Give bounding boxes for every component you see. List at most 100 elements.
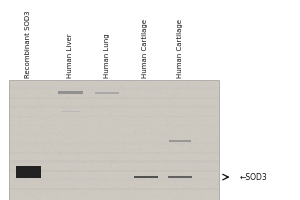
- Point: [67, 128, 72, 131]
- Point: [74, 107, 79, 110]
- Point: [104, 80, 109, 83]
- Point: [191, 142, 196, 145]
- Point: [154, 137, 158, 140]
- Point: [216, 120, 221, 123]
- Point: [104, 175, 109, 178]
- Point: [173, 114, 178, 118]
- Point: [156, 147, 161, 150]
- Point: [98, 160, 102, 163]
- Point: [128, 87, 133, 90]
- Point: [156, 155, 161, 158]
- Point: [38, 132, 42, 135]
- Point: [94, 97, 99, 100]
- Point: [134, 192, 139, 195]
- Point: [193, 91, 198, 94]
- Point: [125, 197, 130, 200]
- Point: [125, 103, 130, 106]
- Point: [43, 185, 48, 188]
- Point: [58, 112, 63, 115]
- Point: [197, 91, 202, 94]
- Point: [11, 145, 16, 148]
- Point: [55, 178, 60, 182]
- Point: [127, 104, 132, 107]
- Point: [106, 83, 111, 86]
- Point: [117, 151, 122, 154]
- Point: [173, 179, 178, 182]
- Point: [211, 134, 216, 137]
- Point: [141, 154, 146, 157]
- Point: [105, 155, 110, 158]
- Point: [107, 108, 112, 111]
- Point: [52, 122, 56, 125]
- Point: [176, 149, 181, 153]
- Point: [16, 198, 21, 200]
- Point: [157, 94, 162, 97]
- Point: [139, 148, 143, 151]
- Point: [106, 188, 111, 191]
- Point: [75, 191, 80, 195]
- Point: [124, 160, 128, 163]
- Point: [45, 133, 50, 136]
- Point: [23, 81, 28, 84]
- Point: [99, 91, 104, 94]
- Point: [19, 87, 24, 90]
- Point: [213, 101, 218, 104]
- Point: [68, 121, 73, 124]
- Point: [32, 97, 36, 101]
- Point: [82, 109, 87, 112]
- Point: [11, 160, 16, 163]
- Point: [140, 139, 144, 142]
- Point: [187, 105, 192, 108]
- Point: [200, 110, 205, 114]
- Point: [202, 150, 207, 153]
- Point: [60, 87, 65, 90]
- Point: [20, 178, 25, 182]
- Point: [194, 121, 199, 124]
- Point: [215, 147, 220, 150]
- Point: [181, 81, 186, 84]
- Point: [54, 186, 59, 190]
- Point: [141, 122, 146, 125]
- Point: [26, 192, 31, 195]
- Point: [91, 89, 96, 92]
- Point: [149, 81, 154, 84]
- Point: [103, 95, 108, 99]
- Point: [106, 102, 110, 105]
- Point: [170, 175, 175, 178]
- Point: [54, 131, 58, 134]
- Point: [90, 149, 95, 153]
- Point: [184, 178, 189, 181]
- Point: [174, 144, 179, 147]
- Point: [134, 92, 139, 96]
- Point: [16, 140, 21, 143]
- Point: [176, 115, 181, 119]
- Point: [170, 187, 175, 190]
- Point: [169, 119, 173, 122]
- Point: [164, 86, 169, 89]
- Point: [206, 86, 210, 89]
- Point: [35, 86, 40, 89]
- Point: [199, 109, 204, 112]
- Point: [13, 189, 17, 193]
- Point: [36, 165, 41, 168]
- Point: [194, 185, 199, 189]
- Point: [125, 110, 130, 114]
- Point: [174, 102, 178, 106]
- Point: [204, 163, 209, 166]
- Point: [35, 197, 40, 200]
- Point: [7, 93, 12, 96]
- Point: [82, 138, 87, 141]
- Point: [175, 152, 180, 155]
- Point: [88, 126, 92, 130]
- Point: [74, 142, 79, 145]
- Point: [214, 113, 219, 116]
- Point: [76, 165, 81, 169]
- Point: [18, 120, 23, 123]
- Point: [197, 111, 202, 114]
- Point: [28, 175, 32, 178]
- Point: [50, 130, 55, 133]
- Point: [195, 111, 200, 114]
- Point: [116, 110, 121, 114]
- Point: [14, 162, 19, 165]
- Point: [84, 194, 89, 197]
